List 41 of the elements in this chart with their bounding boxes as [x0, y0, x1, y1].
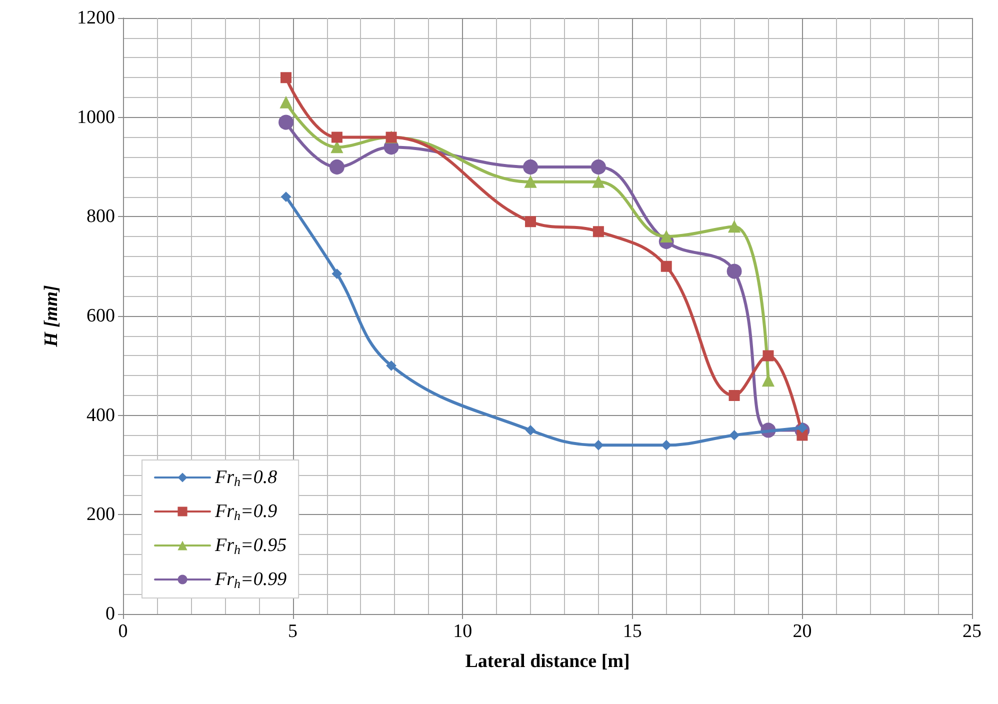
x-tick-label: 5	[288, 621, 298, 642]
point	[526, 425, 536, 436]
point	[386, 360, 396, 371]
point	[592, 176, 604, 188]
y-tick-label: 200	[86, 504, 115, 526]
point	[661, 440, 672, 450]
point	[728, 390, 740, 401]
y-tick-label: 0	[106, 604, 115, 624]
point	[728, 220, 740, 233]
point	[523, 160, 538, 174]
x-tick-label: 10	[453, 621, 472, 642]
point	[593, 440, 604, 450]
point	[280, 96, 292, 108]
point	[660, 230, 672, 243]
y-tick-label: 800	[86, 206, 115, 228]
x-axis-title: Lateral distance [m]	[465, 651, 630, 672]
point	[524, 176, 537, 188]
point	[729, 430, 740, 440]
point	[590, 160, 606, 174]
point	[660, 260, 672, 272]
point	[796, 430, 808, 441]
y-tick-label: 1200	[77, 8, 115, 28]
point	[525, 216, 536, 228]
y-tick-label: 1000	[77, 106, 115, 128]
point	[726, 264, 742, 279]
y-tick-label: 600	[86, 306, 115, 326]
y-tick-label: 400	[86, 404, 115, 426]
y-axis-title: H [mm]	[41, 285, 62, 348]
point	[281, 192, 292, 202]
x-tick-label: 25	[962, 621, 982, 642]
point	[329, 160, 344, 174]
x-tick-label: 15	[622, 621, 642, 642]
x-tick-label: 0	[118, 621, 128, 642]
point	[280, 72, 292, 84]
point	[762, 350, 774, 362]
point	[332, 268, 342, 279]
point	[278, 114, 294, 130]
point	[331, 132, 342, 143]
point	[330, 141, 343, 154]
point	[592, 226, 604, 238]
x-tick-label: 20	[792, 621, 812, 642]
